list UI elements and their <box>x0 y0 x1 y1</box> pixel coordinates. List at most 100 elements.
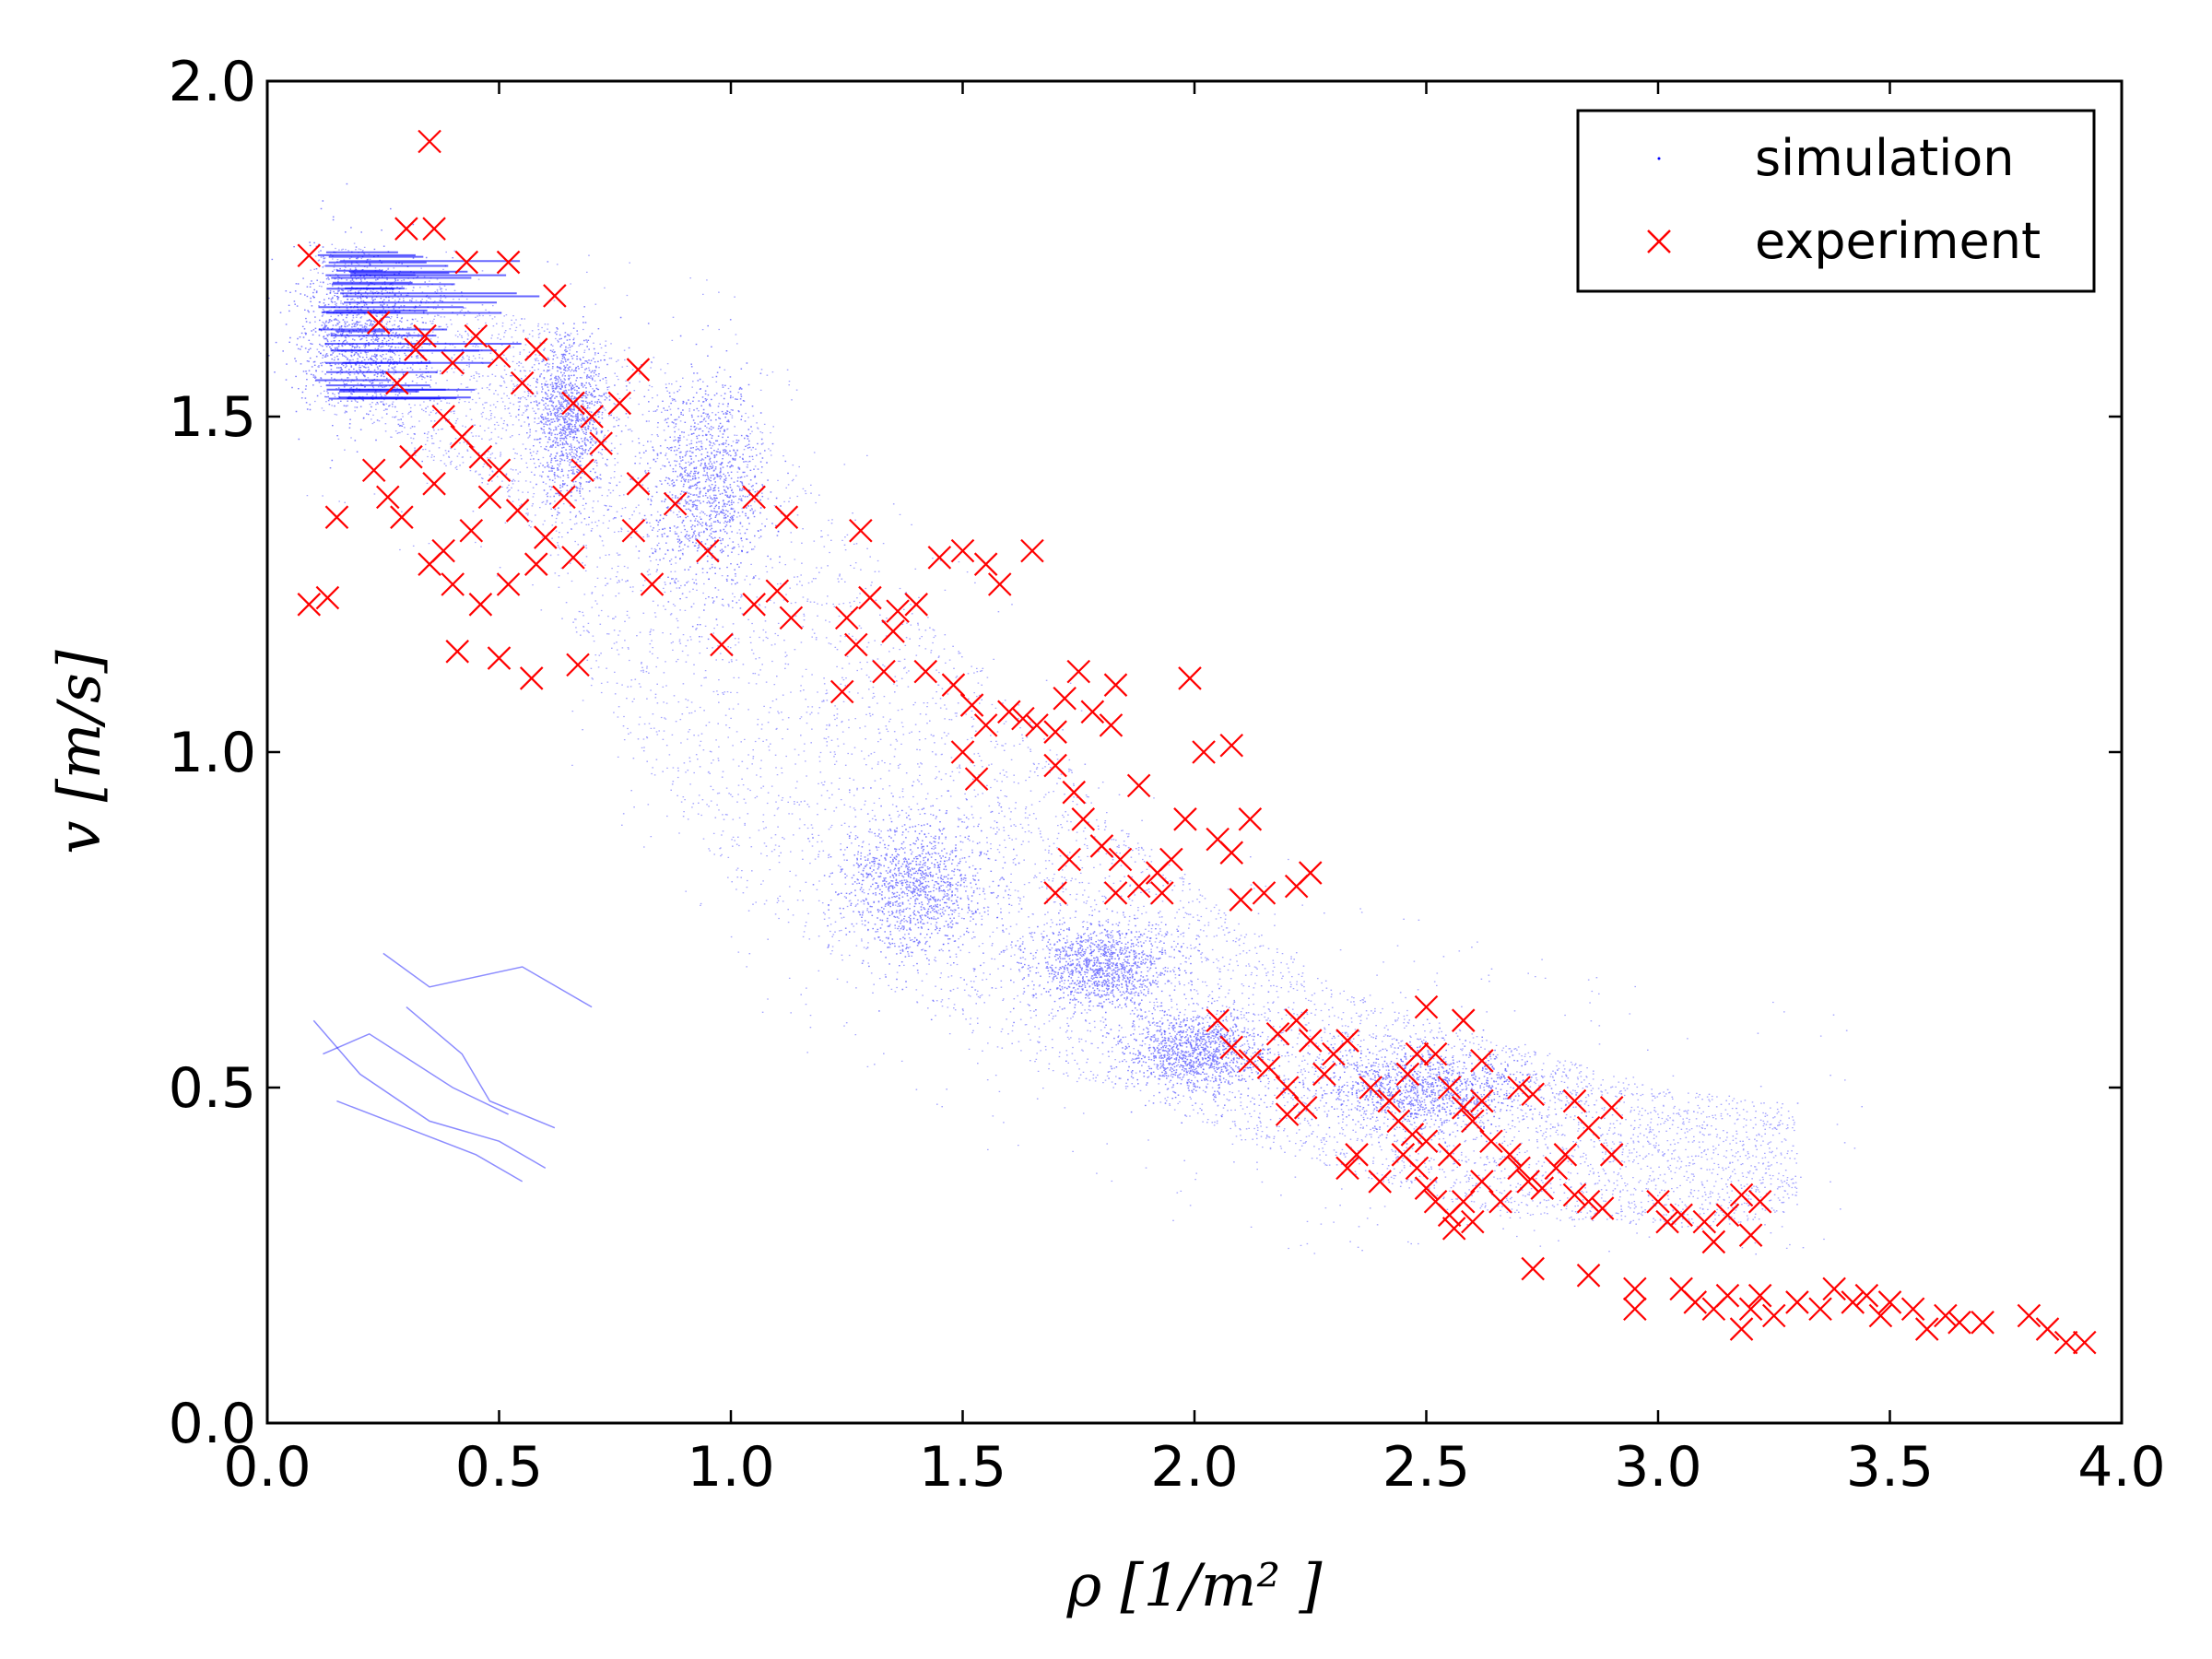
experiment-point <box>1238 807 1263 831</box>
experiment-point <box>1562 1182 1587 1207</box>
experiment-point <box>459 518 484 543</box>
experiment-point <box>1521 1256 1545 1281</box>
experiment-point <box>1576 1115 1601 1140</box>
experiment-point <box>1293 1096 1318 1120</box>
experiment-point <box>1451 1189 1476 1214</box>
experiment-point <box>1368 1170 1392 1194</box>
simulation-trail <box>406 1006 556 1129</box>
experiment-point <box>1738 1223 1763 1247</box>
experiment-point <box>1437 1076 1462 1100</box>
experiment-point <box>834 606 859 630</box>
experiment-point <box>487 646 512 670</box>
experiment-point <box>1089 834 1114 858</box>
experiment-point <box>1562 1088 1587 1113</box>
experiment-point <box>913 659 938 684</box>
experiment-point <box>1498 1143 1522 1167</box>
experiment-point <box>422 217 446 241</box>
experiment-point <box>1150 881 1174 905</box>
legend-marker-experiment <box>1647 229 1671 253</box>
experiment-point <box>1071 807 1096 831</box>
experiment-point <box>464 324 488 348</box>
axis-ticks <box>265 79 2124 1425</box>
experiment-point <box>1126 874 1151 899</box>
experiment-point <box>1108 847 1133 872</box>
experiment-point <box>1275 1102 1300 1126</box>
experiment-point <box>1488 1189 1512 1214</box>
experiment-point <box>561 546 585 570</box>
experiment-point <box>1062 780 1086 805</box>
experiment-point <box>1298 861 1323 885</box>
experiment-point <box>1576 1264 1601 1288</box>
experiment-point <box>1405 1156 1430 1181</box>
experiment-point <box>366 311 391 335</box>
legend-label-simulation: simulation <box>1755 129 2015 187</box>
x-tick-label: 3.5 <box>1846 1435 1934 1500</box>
experiment-point <box>1599 1143 1624 1167</box>
experiment-point <box>1623 1297 1647 1322</box>
experiment-point <box>607 391 632 416</box>
experiment-point <box>1441 1217 1466 1241</box>
experiment-point <box>1025 713 1049 737</box>
simulation-trail <box>382 952 593 1008</box>
experiment-point <box>418 129 441 154</box>
experiment-point <box>1747 1283 1772 1308</box>
experiment-point <box>959 693 984 717</box>
experiment-point <box>297 243 322 268</box>
experiment-point <box>872 659 896 684</box>
experiment-point <box>830 679 854 704</box>
experiment-point <box>1395 1062 1420 1087</box>
experiment-point <box>1877 1290 1902 1314</box>
experiment-point <box>2035 1317 2060 1341</box>
legend: simulation experiment <box>1576 109 2096 293</box>
experiment-point <box>1785 1290 1809 1314</box>
experiment-point <box>1400 1123 1425 1147</box>
experiment-point <box>1377 1088 1402 1113</box>
experiment-point <box>1461 1209 1485 1234</box>
experiment-point <box>886 599 910 623</box>
experiment-point <box>1159 847 1183 872</box>
x-tick-label: 3.0 <box>1614 1435 1701 1500</box>
experiment-point <box>1080 700 1105 724</box>
experiment-point <box>742 593 766 617</box>
experiment-point <box>779 606 804 630</box>
simulation-trail <box>336 1100 524 1182</box>
experiment-point <box>1914 1317 1939 1341</box>
legend-box <box>1576 109 2096 293</box>
experiment-point <box>2017 1303 2041 1328</box>
experiment-point <box>765 579 790 604</box>
experiment-point <box>390 505 414 529</box>
experiment-point <box>496 250 521 275</box>
experiment-point <box>1219 841 1244 865</box>
experiment-point <box>950 740 975 764</box>
x-tick-label: 1.0 <box>687 1435 774 1500</box>
experiment-point <box>1414 1176 1439 1200</box>
experiment-point <box>1715 1283 1740 1308</box>
y-tick-label: 2.0 <box>169 50 256 114</box>
experiment-point <box>1238 1049 1263 1073</box>
experiment-point <box>1423 1041 1448 1066</box>
experiment-point <box>1761 1303 1786 1328</box>
experiment-point <box>1729 1182 1754 1207</box>
experiment-point <box>422 472 446 496</box>
experiment-point <box>1470 1049 1494 1073</box>
experiment-point <box>1405 1041 1430 1066</box>
experiment-point <box>468 593 493 617</box>
simulation-dense-cluster <box>268 182 1623 1149</box>
experiment-point <box>1623 1277 1647 1301</box>
experiment-point <box>987 572 1012 596</box>
experiment-point <box>1451 1096 1476 1120</box>
experiment-point <box>626 358 651 382</box>
experiment-point <box>1103 881 1128 905</box>
experiment-point <box>1692 1209 1717 1234</box>
experiment-point <box>524 337 548 361</box>
experiment-point <box>561 391 585 416</box>
experiment-point <box>774 505 799 529</box>
experiment-point <box>844 632 868 657</box>
experiment-point <box>941 673 966 697</box>
experiment-point <box>1516 1170 1540 1194</box>
experiment-point <box>626 472 651 496</box>
experiment-point <box>1576 1189 1601 1214</box>
experiment-point <box>1219 733 1244 758</box>
experiment-point <box>881 619 905 643</box>
